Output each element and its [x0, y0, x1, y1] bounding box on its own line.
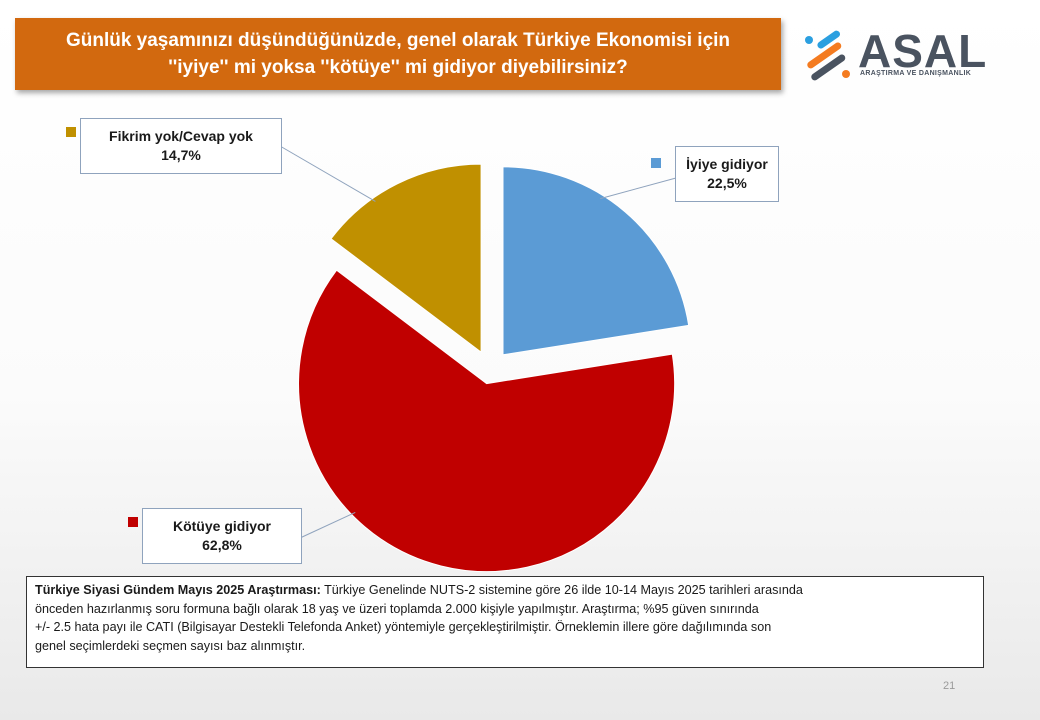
legend-square-fikrim-yok	[66, 127, 76, 137]
label-kotuye: Kötüye gidiyor 62,8%	[142, 508, 302, 564]
legend-square-iyiye	[651, 158, 661, 168]
title-line-1: Günlük yaşamınızı düşündüğünüzde, genel …	[65, 30, 731, 51]
label-iyiye: İyiye gidiyor 22,5%	[675, 146, 779, 202]
title-line-2: ''iyiye'' mi yoksa ''kötüye'' mi gidiyor…	[168, 57, 628, 78]
logo-mark-icon	[805, 30, 850, 81]
logo-subtitle: ARAŞTIRMA VE DANIŞMANLIK	[860, 70, 972, 77]
note-bold-text: Türkiye Siyasi Gündem Mayıs 2025 Araştır…	[35, 583, 321, 597]
asal-logo: ASAL ARAŞTIRMA VE DANIŞMANLIK	[800, 26, 990, 86]
methodology-note: Türkiye Siyasi Gündem Mayıs 2025 Araştır…	[26, 576, 984, 668]
label-kotuye-value: 62,8%	[202, 537, 242, 553]
label-iyiye-name: İyiye gidiyor	[686, 156, 768, 172]
label-kotuye-name: Kötüye gidiyor	[172, 518, 271, 534]
note-line-2: önceden hazırlanmış soru formuna bağlı o…	[35, 601, 759, 616]
slice-fikrim-yok	[330, 163, 482, 354]
note-line-4: genel seçimlerdeki seçmen sayısı baz alı…	[35, 638, 306, 653]
label-iyiye-value: 22,5%	[707, 175, 747, 191]
slice-iyiye-leader-line	[600, 177, 677, 200]
page-number: 21	[943, 680, 956, 692]
slice-kotuye-leader-line	[299, 511, 356, 539]
note-line-3: +/- 2.5 hata payı ile CATI (Bilgisayar D…	[35, 620, 772, 635]
note-line-1: Türkiye Genelinde NUTS-2 sistemine göre …	[324, 583, 803, 597]
label-fikrim-yok-value: 14,7%	[161, 147, 201, 163]
slice-kotuye	[298, 269, 676, 573]
label-fikrim-yok: Fikrim yok/Cevap yok 14,7%	[80, 118, 282, 174]
slice-fikrim-yok-leader-line	[279, 145, 376, 202]
legend-square-kotuye	[128, 517, 138, 527]
title-banner: Günlük yaşamınızı düşündüğünüzde, genel …	[15, 18, 781, 90]
label-fikrim-yok-name: Fikrim yok/Cevap yok	[109, 128, 253, 144]
slice-iyiye	[502, 166, 690, 356]
logo-name: ASAL	[858, 25, 988, 77]
